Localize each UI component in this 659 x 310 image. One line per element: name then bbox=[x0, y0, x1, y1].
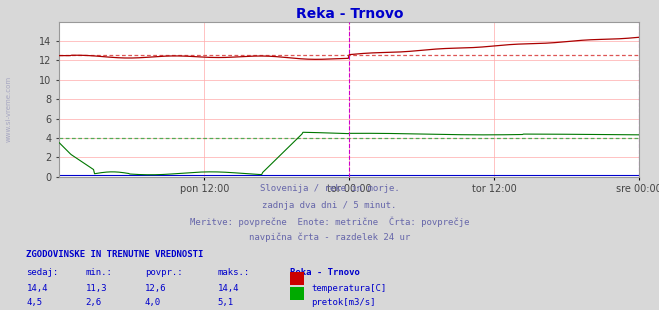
Text: www.si-vreme.com: www.si-vreme.com bbox=[5, 75, 12, 142]
Text: 14,4: 14,4 bbox=[217, 284, 239, 293]
Text: 2,6: 2,6 bbox=[86, 298, 101, 307]
Text: Meritve: povprečne  Enote: metrične  Črta: povprečje: Meritve: povprečne Enote: metrične Črta:… bbox=[190, 217, 469, 227]
Text: min.:: min.: bbox=[86, 268, 113, 277]
Text: 14,4: 14,4 bbox=[26, 284, 48, 293]
Text: zadnja dva dni / 5 minut.: zadnja dva dni / 5 minut. bbox=[262, 201, 397, 210]
Title: Reka - Trnovo: Reka - Trnovo bbox=[295, 7, 403, 20]
Text: pretok[m3/s]: pretok[m3/s] bbox=[311, 298, 376, 307]
Text: 4,0: 4,0 bbox=[145, 298, 161, 307]
Text: 4,5: 4,5 bbox=[26, 298, 42, 307]
Text: Slovenija / reke in morje.: Slovenija / reke in morje. bbox=[260, 184, 399, 193]
Text: ZGODOVINSKE IN TRENUTNE VREDNOSTI: ZGODOVINSKE IN TRENUTNE VREDNOSTI bbox=[26, 250, 204, 259]
Text: sedaj:: sedaj: bbox=[26, 268, 59, 277]
Text: 5,1: 5,1 bbox=[217, 298, 233, 307]
Text: maks.:: maks.: bbox=[217, 268, 250, 277]
Text: 12,6: 12,6 bbox=[145, 284, 167, 293]
Text: temperatura[C]: temperatura[C] bbox=[311, 284, 386, 293]
Text: Reka - Trnovo: Reka - Trnovo bbox=[290, 268, 360, 277]
Text: povpr.:: povpr.: bbox=[145, 268, 183, 277]
Text: 11,3: 11,3 bbox=[86, 284, 107, 293]
Text: navpična črta - razdelek 24 ur: navpična črta - razdelek 24 ur bbox=[249, 233, 410, 242]
